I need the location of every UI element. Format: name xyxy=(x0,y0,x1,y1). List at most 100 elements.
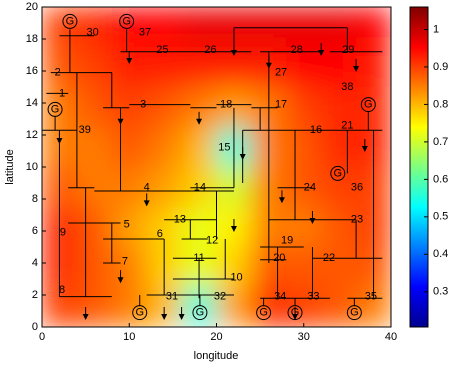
generator xyxy=(256,305,272,321)
generator xyxy=(287,305,303,321)
y-tick-label: 6 xyxy=(32,225,38,237)
heat-cell xyxy=(216,287,252,327)
y-tick-label: 2 xyxy=(32,289,38,301)
generator-label: G xyxy=(196,307,205,319)
generator-label: G xyxy=(350,307,359,319)
y-tick-label: 18 xyxy=(26,33,38,45)
colorbar-tick-label: 0.8 xyxy=(433,98,448,110)
heat-cell xyxy=(76,247,113,288)
bus-label: 18 xyxy=(220,99,232,111)
bus-label: 22 xyxy=(323,252,335,264)
y-tick-label: 16 xyxy=(26,65,38,77)
heat-cell xyxy=(286,127,322,168)
y-tick-label: 14 xyxy=(26,97,38,109)
bus-label: 12 xyxy=(206,235,218,247)
x-tick-label: 10 xyxy=(123,331,135,343)
bus-label: 10 xyxy=(230,271,242,283)
y-axis-label: latitude xyxy=(4,149,16,184)
bus-label: 4 xyxy=(144,182,150,194)
y-tick-label: 4 xyxy=(32,257,38,269)
bus-label: 36 xyxy=(351,182,363,194)
load-arrow xyxy=(361,146,368,152)
generator-label: G xyxy=(122,15,131,27)
heat-cell xyxy=(111,87,148,128)
load-arrow xyxy=(178,314,185,320)
load-arrow xyxy=(239,154,246,160)
heat-cell xyxy=(356,7,391,48)
bus-label: 6 xyxy=(157,228,163,240)
heat-cell xyxy=(76,7,113,48)
heat-cell xyxy=(181,7,217,48)
generator-label: G xyxy=(333,167,342,179)
bus-label: 15 xyxy=(218,142,230,154)
bus-label: 39 xyxy=(79,124,91,136)
y-tick-label: 12 xyxy=(26,129,38,141)
generator xyxy=(330,165,346,181)
load-arrow xyxy=(265,62,272,69)
load-arrow xyxy=(117,277,124,284)
bus-label: 34 xyxy=(274,291,286,303)
heat-cell xyxy=(321,207,357,248)
heat-cell xyxy=(146,87,183,128)
load-arrow xyxy=(196,118,203,125)
load-arrow xyxy=(56,138,63,144)
generator xyxy=(119,13,135,29)
load-arrow xyxy=(161,314,168,320)
generator-label: G xyxy=(66,15,75,27)
heat-cell xyxy=(321,167,357,208)
heat-cell xyxy=(76,127,113,168)
bus-label: 19 xyxy=(281,235,293,247)
bus-label: 32 xyxy=(214,291,226,303)
heat-cell xyxy=(286,87,322,128)
bus-label: 2 xyxy=(55,67,61,79)
heat-cell xyxy=(76,87,113,128)
heat-cell xyxy=(76,167,113,208)
bus-label: 33 xyxy=(307,291,319,303)
generator-label: G xyxy=(51,103,60,115)
bus-label: 17 xyxy=(275,99,287,111)
y-tick-label: 0 xyxy=(32,321,38,333)
colorbar xyxy=(409,6,429,328)
heat-cell xyxy=(251,287,287,327)
heat-cell xyxy=(321,7,357,48)
generator xyxy=(132,305,148,321)
load-arrow xyxy=(126,58,133,64)
heat-cell xyxy=(321,87,357,128)
heat-cell xyxy=(321,247,357,288)
heat-cell xyxy=(76,207,113,248)
bus-label: 23 xyxy=(351,214,363,226)
heat-cell xyxy=(146,167,183,208)
x-tick-label: 0 xyxy=(39,331,45,343)
bus-label: 37 xyxy=(139,27,151,39)
heat-cell xyxy=(181,127,217,168)
heat-cell xyxy=(216,247,252,288)
heat-cell xyxy=(181,167,217,208)
bus-label: 30 xyxy=(86,27,98,39)
generator-label: G xyxy=(135,307,144,319)
bus-label: 29 xyxy=(342,44,354,56)
bus-label: 3 xyxy=(140,99,146,111)
generator xyxy=(360,97,376,113)
load-arrow xyxy=(318,50,325,56)
colorbar-tick-label: 0.4 xyxy=(433,248,448,260)
colorbar-tick-label: 0.5 xyxy=(433,211,448,223)
bus-label: 13 xyxy=(174,214,186,226)
bus-label: 20 xyxy=(273,252,285,264)
heat-cell xyxy=(146,47,183,88)
heat-cell xyxy=(146,127,183,168)
bus-label: 11 xyxy=(193,252,204,264)
heat-cell xyxy=(356,47,391,88)
generator xyxy=(47,101,63,117)
load-arrow xyxy=(278,197,285,204)
colorbar-tick-label: 0.7 xyxy=(433,136,448,148)
bus-label: 31 xyxy=(166,291,178,303)
heat-cell xyxy=(111,287,148,327)
x-tick-label: 30 xyxy=(298,331,310,343)
heat-cell xyxy=(181,47,217,88)
heat-cell xyxy=(111,167,148,208)
heat-cell xyxy=(111,247,148,288)
bus-label: 5 xyxy=(124,219,130,231)
heat-cell xyxy=(76,47,113,88)
y-tick-label: 20 xyxy=(26,1,38,13)
